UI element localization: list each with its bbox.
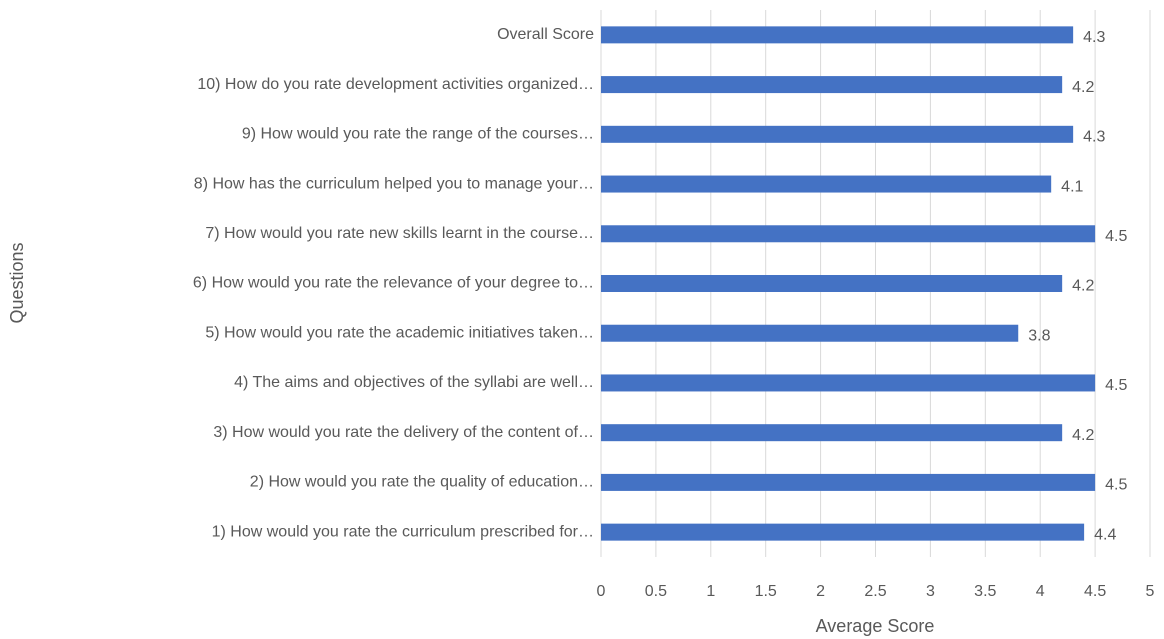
y-tick-label: 4) The aims and objectives of the syllab… <box>234 374 594 391</box>
x-axis-label: Average Score <box>816 616 935 636</box>
bar <box>601 523 1085 541</box>
bar <box>601 125 1074 143</box>
x-tick-label: 1 <box>706 583 715 600</box>
bar <box>601 76 1063 94</box>
bar <box>601 225 1096 243</box>
x-tick-label: 4 <box>1036 583 1045 600</box>
bar <box>601 26 1074 44</box>
y-tick-label: 1) How would you rate the curriculum pre… <box>212 523 594 540</box>
data-label: 4.2 <box>1072 427 1094 444</box>
data-label: 4.5 <box>1105 477 1127 494</box>
x-tick-label: 1.5 <box>755 583 777 600</box>
bar <box>601 473 1096 491</box>
x-tick-label: 4.5 <box>1084 583 1106 600</box>
y-tick-label: 8) How has the curriculum helped you to … <box>194 175 594 192</box>
y-tick-label: Overall Score <box>497 26 594 43</box>
y-tick-label: 9) How would you rate the range of the c… <box>242 126 594 143</box>
data-label: 4.1 <box>1061 178 1083 195</box>
x-tick-label: 2.5 <box>864 583 886 600</box>
x-tick-label: 0 <box>597 583 606 600</box>
x-tick-label: 3.5 <box>974 583 996 600</box>
x-tick-label: 0.5 <box>645 583 667 600</box>
bar <box>601 424 1063 442</box>
x-tick-label: 3 <box>926 583 935 600</box>
bar <box>601 275 1063 292</box>
y-tick-label: 6) How would you rate the relevance of y… <box>193 275 594 292</box>
data-label: 4.5 <box>1105 377 1127 394</box>
y-tick-label: 3) How would you rate the delivery of th… <box>213 424 594 441</box>
data-label: 4.5 <box>1105 228 1127 245</box>
data-label: 4.2 <box>1072 79 1094 96</box>
bar <box>601 374 1096 392</box>
data-label: 4.3 <box>1083 129 1105 146</box>
bar <box>601 175 1052 193</box>
data-label: 4.3 <box>1083 29 1105 46</box>
y-axis-label: Questions <box>7 242 27 323</box>
data-label: 4.2 <box>1072 278 1094 295</box>
bar <box>601 324 1019 342</box>
data-label: 3.8 <box>1028 327 1050 344</box>
y-tick-label: 2) How would you rate the quality of edu… <box>250 474 594 491</box>
x-tick-label: 5 <box>1146 583 1155 600</box>
y-tick-label: 7) How would you rate new skills learnt … <box>205 225 594 242</box>
x-tick-label: 2 <box>816 583 825 600</box>
y-tick-label: 5) How would you rate the academic initi… <box>205 324 594 341</box>
data-label: 4.4 <box>1094 526 1116 543</box>
y-tick-label: 10) How do you rate development activiti… <box>197 76 594 93</box>
